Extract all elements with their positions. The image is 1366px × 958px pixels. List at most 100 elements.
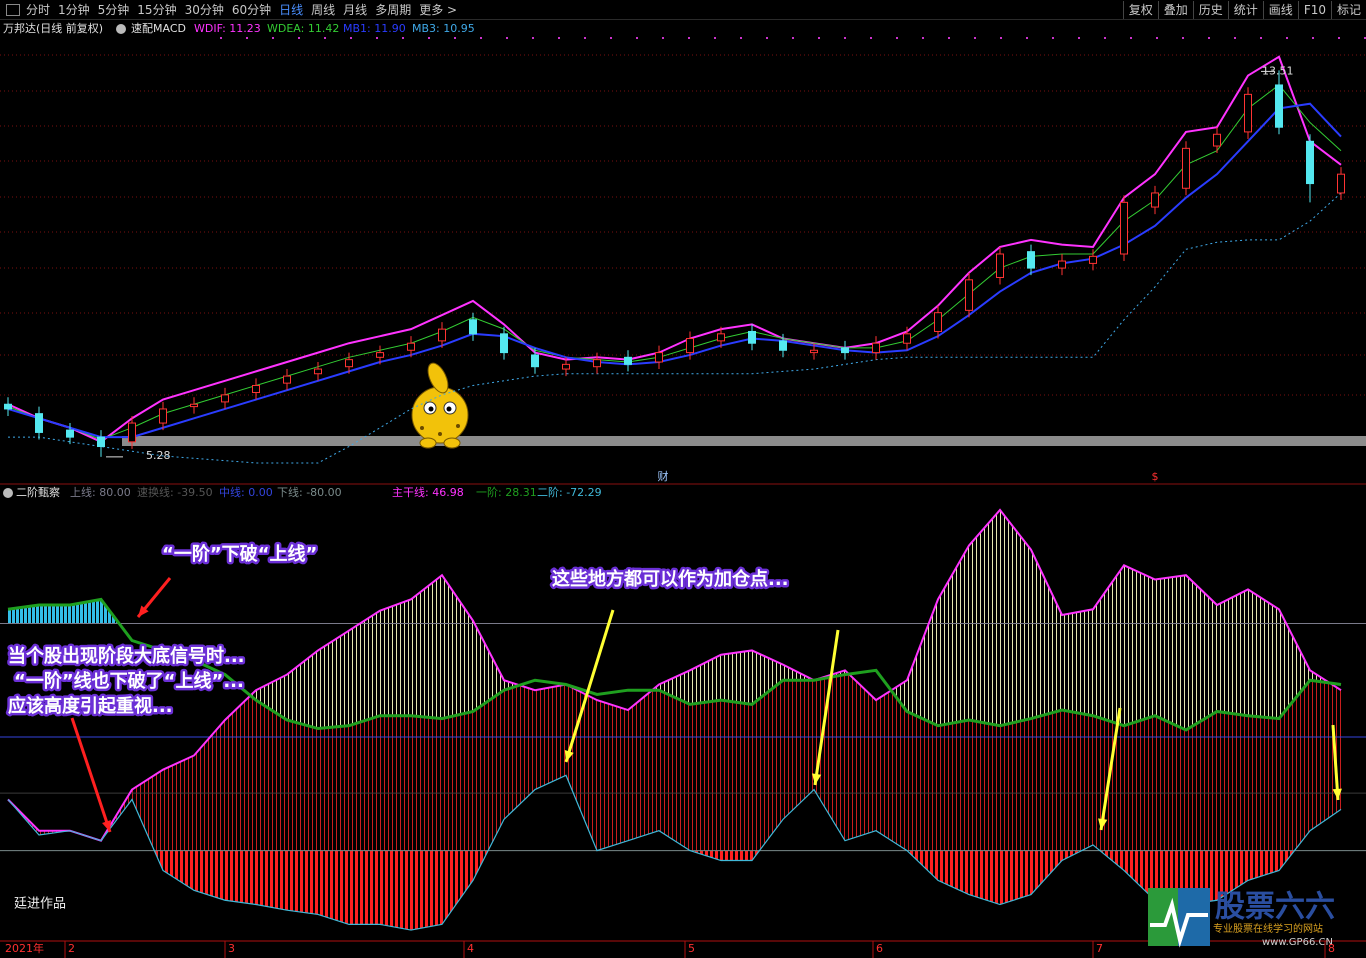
tool-button[interactable]: F10 <box>1297 0 1331 19</box>
stock-title: 万邦达(日线 前复权) <box>3 21 103 35</box>
candle-body <box>965 279 973 311</box>
period-tab[interactable]: 月线 <box>343 3 368 17</box>
period-tab[interactable]: 15分钟 <box>137 3 177 17</box>
candle-body <box>562 363 570 370</box>
period-tab[interactable]: 30分钟 <box>184 3 224 17</box>
candle-body <box>1306 140 1314 185</box>
period-tab[interactable]: 更多 > <box>419 3 458 17</box>
period-tab[interactable]: 日线 <box>279 3 304 17</box>
candle-body <box>531 354 539 368</box>
legend-entry: 二阶: -72.29 <box>537 485 602 499</box>
arrow-head <box>564 750 574 762</box>
candle-body <box>1337 173 1345 194</box>
indicator-line <box>7 508 1342 842</box>
tool-button[interactable]: 叠加 <box>1157 0 1193 19</box>
legend-entry: WDIF: 11.23 <box>194 22 261 35</box>
candle-body <box>624 356 632 365</box>
date-label: 3 <box>228 942 235 955</box>
legend-entry: MB1: 11.90 <box>343 22 406 35</box>
tool-button[interactable]: 复权 <box>1122 0 1158 19</box>
date-label: 8 <box>1328 942 1335 955</box>
toolbar: 分时 1分钟 5分钟 15分钟 30分钟 60分钟 日线 周线 月线 多周期 更多 > 复权 叠加 历史… <box>0 0 1366 20</box>
candle-body <box>686 338 694 354</box>
arrow-shaft <box>564 609 615 763</box>
candle-body <box>283 375 291 384</box>
candle-body <box>810 349 818 354</box>
level-label: 速换线: -39.50 <box>137 485 213 499</box>
candle-body <box>872 342 880 354</box>
candle-body <box>159 408 167 424</box>
price-line <box>7 55 1342 443</box>
period-tabs: 分时 1分钟 5分钟 15分钟 30分钟 60分钟 日线 周线 月线 多周期 更多 > <box>26 1 457 18</box>
tool-button[interactable]: 统计 <box>1227 0 1263 19</box>
arrow-shaft <box>70 717 112 833</box>
candle-body <box>1151 192 1159 208</box>
author: 廷进作品 <box>14 897 66 912</box>
tool-button[interactable]: 画线 <box>1262 0 1298 19</box>
candle-body <box>407 342 415 351</box>
arrow-shaft <box>1099 707 1122 831</box>
period-tab[interactable]: 5分钟 <box>97 3 130 17</box>
watermark-title: 股票六六 <box>1215 890 1335 925</box>
candle-body <box>469 319 477 335</box>
candle-body <box>1182 147 1190 189</box>
candle-body <box>779 340 787 351</box>
legend-entry: MB3: 10.95 <box>412 22 475 35</box>
candle-body <box>841 347 849 354</box>
period-tab[interactable]: 周线 <box>311 3 336 17</box>
tool-button[interactable]: 标记 <box>1330 0 1366 19</box>
legend-entry: WDEA: 11.42 <box>267 22 339 35</box>
level-label: 下线: -80.00 <box>277 485 342 499</box>
high-label: 13.51 <box>1262 64 1294 77</box>
price-grid <box>0 54 1366 396</box>
period-tab[interactable]: 多周期 <box>375 3 412 17</box>
level-label: 上线: 80.00 <box>70 485 131 499</box>
mascot <box>411 362 469 449</box>
candle-body <box>66 429 74 438</box>
arrow-head <box>811 773 822 785</box>
candle-body <box>1058 260 1066 269</box>
candle-body <box>4 403 12 410</box>
candle-body <box>438 328 446 342</box>
indicator-title: 二阶甄察 <box>16 485 60 499</box>
candle-body <box>593 359 601 368</box>
legend-entry: 主干线: 46.98 <box>392 485 464 499</box>
header-icon <box>3 488 13 498</box>
candle-body <box>500 333 508 354</box>
candle-body <box>345 359 353 368</box>
event-marker: 财 <box>658 469 669 483</box>
candle-body <box>1244 93 1252 133</box>
candle-body <box>97 436 105 448</box>
candle-body <box>655 352 663 363</box>
candle-body <box>35 413 43 433</box>
candle-body <box>1089 255 1097 264</box>
indicator-line <box>7 774 1342 931</box>
date-label: 7 <box>1096 942 1103 955</box>
period-tab[interactable]: 分时 <box>26 3 51 17</box>
candle-body <box>748 330 756 344</box>
arrow-shaft <box>813 629 840 786</box>
date-label: 5 <box>688 942 695 955</box>
level-label: 中线: 0.00 <box>219 485 273 499</box>
candle-body <box>190 403 198 408</box>
candle-body <box>934 312 942 332</box>
header-icon <box>116 24 126 34</box>
annotation: 应该高度引起重视... <box>8 695 173 717</box>
candle-body <box>252 384 260 394</box>
date-label: 6 <box>876 942 883 955</box>
candle-body <box>717 333 725 342</box>
date-label: 2021年 <box>5 941 44 955</box>
candle-body <box>221 394 229 403</box>
candle-body <box>376 352 384 358</box>
arrow-head <box>1098 818 1108 830</box>
period-tab[interactable]: 1分钟 <box>58 3 90 17</box>
candle-body <box>1120 201 1128 255</box>
price-line <box>7 102 1342 439</box>
tool-button[interactable]: 历史 <box>1192 0 1228 19</box>
arrow-head <box>1332 788 1342 800</box>
arrow-shaft <box>1331 724 1340 801</box>
annotation: “一阶”线也下破了“上线”... <box>14 670 244 692</box>
period-tab[interactable]: 60分钟 <box>231 3 272 17</box>
price-line <box>7 84 1342 441</box>
